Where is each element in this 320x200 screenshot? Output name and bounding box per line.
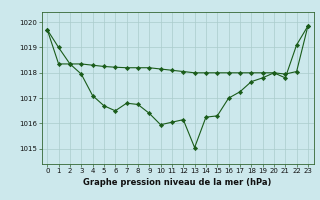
- X-axis label: Graphe pression niveau de la mer (hPa): Graphe pression niveau de la mer (hPa): [84, 178, 272, 187]
